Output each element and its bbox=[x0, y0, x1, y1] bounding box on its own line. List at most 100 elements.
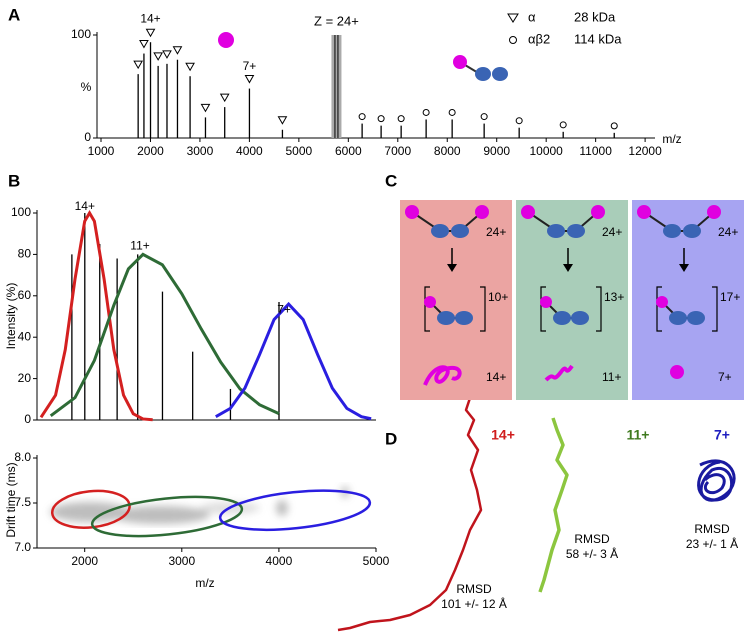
x-tick-label: 4000 bbox=[266, 554, 293, 568]
peak-marker bbox=[397, 115, 405, 123]
y-tick-label: 100 bbox=[71, 27, 91, 41]
precursor-charge: 24+ bbox=[486, 225, 506, 239]
x-tick-label: 5000 bbox=[363, 554, 390, 568]
peak-marker bbox=[448, 108, 456, 116]
structure-charge: 14+ bbox=[491, 427, 515, 443]
peak-marker bbox=[133, 60, 144, 70]
subunit-b bbox=[567, 224, 585, 238]
highlight-label: Z = 24+ bbox=[314, 13, 359, 28]
y-tick-label: 60 bbox=[18, 288, 32, 302]
y-axis-label: % bbox=[81, 80, 92, 94]
drift-ellipse bbox=[90, 495, 244, 538]
link bbox=[411, 211, 483, 232]
x-tick-label: 11000 bbox=[579, 144, 612, 158]
heat-smear bbox=[50, 502, 130, 522]
subunit-b bbox=[571, 311, 589, 325]
subunit-b bbox=[553, 311, 571, 325]
subunit-a bbox=[424, 296, 436, 308]
subunit-b bbox=[687, 311, 705, 325]
x-axis-label: m/z bbox=[195, 576, 214, 590]
subunit-a bbox=[405, 205, 419, 219]
y-tick-label: 7.5 bbox=[14, 495, 31, 509]
peak-marker bbox=[244, 75, 255, 84]
peak-marker bbox=[172, 46, 183, 55]
complex-icon bbox=[492, 67, 508, 81]
y-tick-label: 40 bbox=[18, 329, 32, 343]
bracket bbox=[656, 286, 718, 332]
rmsd-value: 101 +/- 12 Å bbox=[441, 596, 507, 611]
x-tick-label: 2000 bbox=[71, 554, 98, 568]
panel-label: D bbox=[385, 429, 397, 448]
y-axis-label: Intensity (%) bbox=[4, 283, 18, 350]
peak-marker bbox=[559, 121, 567, 129]
peak-marker bbox=[139, 40, 149, 49]
arrow-head bbox=[447, 264, 457, 272]
y-tick-label: 8.0 bbox=[14, 450, 31, 464]
x-tick-label: 10000 bbox=[529, 144, 563, 158]
subunit-b bbox=[431, 224, 449, 238]
drift-heat bbox=[50, 486, 349, 524]
structure-charge: 7+ bbox=[714, 427, 730, 443]
complex-charge: 17+ bbox=[720, 290, 740, 304]
fit-curve bbox=[49, 252, 280, 418]
annotation: 14+ bbox=[75, 199, 95, 213]
arrow-head bbox=[563, 264, 573, 272]
peak-marker bbox=[153, 52, 163, 61]
x-tick-label: 3000 bbox=[187, 144, 214, 158]
subunit-a bbox=[707, 205, 721, 219]
x-tick-label: 5000 bbox=[286, 144, 313, 158]
subunit-b bbox=[663, 224, 681, 238]
x-tick-label: 6000 bbox=[335, 144, 362, 158]
y-tick-label: 80 bbox=[18, 247, 32, 261]
fit-curve bbox=[39, 210, 153, 422]
peak-marker bbox=[377, 115, 385, 123]
peak-marker bbox=[185, 62, 195, 72]
rmsd-label: RMSD bbox=[456, 582, 492, 596]
x-tick-label: 7000 bbox=[384, 144, 411, 158]
annotation: 7+ bbox=[243, 59, 257, 73]
y-tick-label: 100 bbox=[11, 205, 31, 219]
y-tick-label: 0 bbox=[84, 130, 91, 144]
y-tick-label: 7.0 bbox=[14, 540, 31, 554]
precursor-charge: 24+ bbox=[718, 225, 738, 239]
structure-14 bbox=[337, 397, 483, 632]
peak-marker bbox=[200, 103, 211, 113]
x-tick-label: 4000 bbox=[236, 144, 263, 158]
complex-charge: 13+ bbox=[604, 290, 624, 304]
subunit-a bbox=[591, 205, 605, 219]
complex-icon bbox=[475, 67, 491, 81]
structure-11 bbox=[538, 417, 569, 593]
x-tick-label: 2000 bbox=[137, 144, 164, 158]
rmsd-label: RMSD bbox=[694, 522, 730, 536]
structure-charge: 11+ bbox=[627, 427, 650, 443]
folded-subunit bbox=[670, 365, 684, 379]
peak-marker bbox=[515, 117, 523, 125]
subunit-b bbox=[669, 311, 687, 325]
x-axis-label: m/z bbox=[662, 132, 681, 146]
subunit-b bbox=[437, 311, 455, 325]
legend-marker bbox=[509, 36, 517, 44]
y-tick-label: 20 bbox=[18, 371, 32, 385]
subunit-a bbox=[521, 205, 535, 219]
peak-marker bbox=[277, 116, 288, 125]
panel-label: C bbox=[385, 171, 397, 190]
unfolded-subunit bbox=[544, 364, 574, 382]
monomer-icon bbox=[218, 32, 234, 48]
bracket bbox=[424, 286, 486, 332]
peak-marker bbox=[480, 113, 488, 121]
y-axis-label: Drift time (ms) bbox=[4, 462, 18, 537]
legend-detail: 28 kDa bbox=[574, 9, 616, 24]
bracket bbox=[540, 286, 602, 332]
drift-ellipse bbox=[218, 489, 372, 532]
x-tick-label: 3000 bbox=[168, 554, 195, 568]
peak-marker bbox=[358, 113, 366, 121]
x-tick-label: 8000 bbox=[434, 144, 461, 158]
released-charge: 11+ bbox=[602, 370, 621, 384]
subunit-b bbox=[683, 224, 701, 238]
annotation: 7+ bbox=[277, 302, 291, 316]
heat-smear bbox=[110, 506, 210, 524]
subunit-b bbox=[547, 224, 565, 238]
subunit-b bbox=[455, 311, 473, 325]
panel-label: A bbox=[8, 5, 20, 24]
heat-smear bbox=[276, 500, 288, 516]
